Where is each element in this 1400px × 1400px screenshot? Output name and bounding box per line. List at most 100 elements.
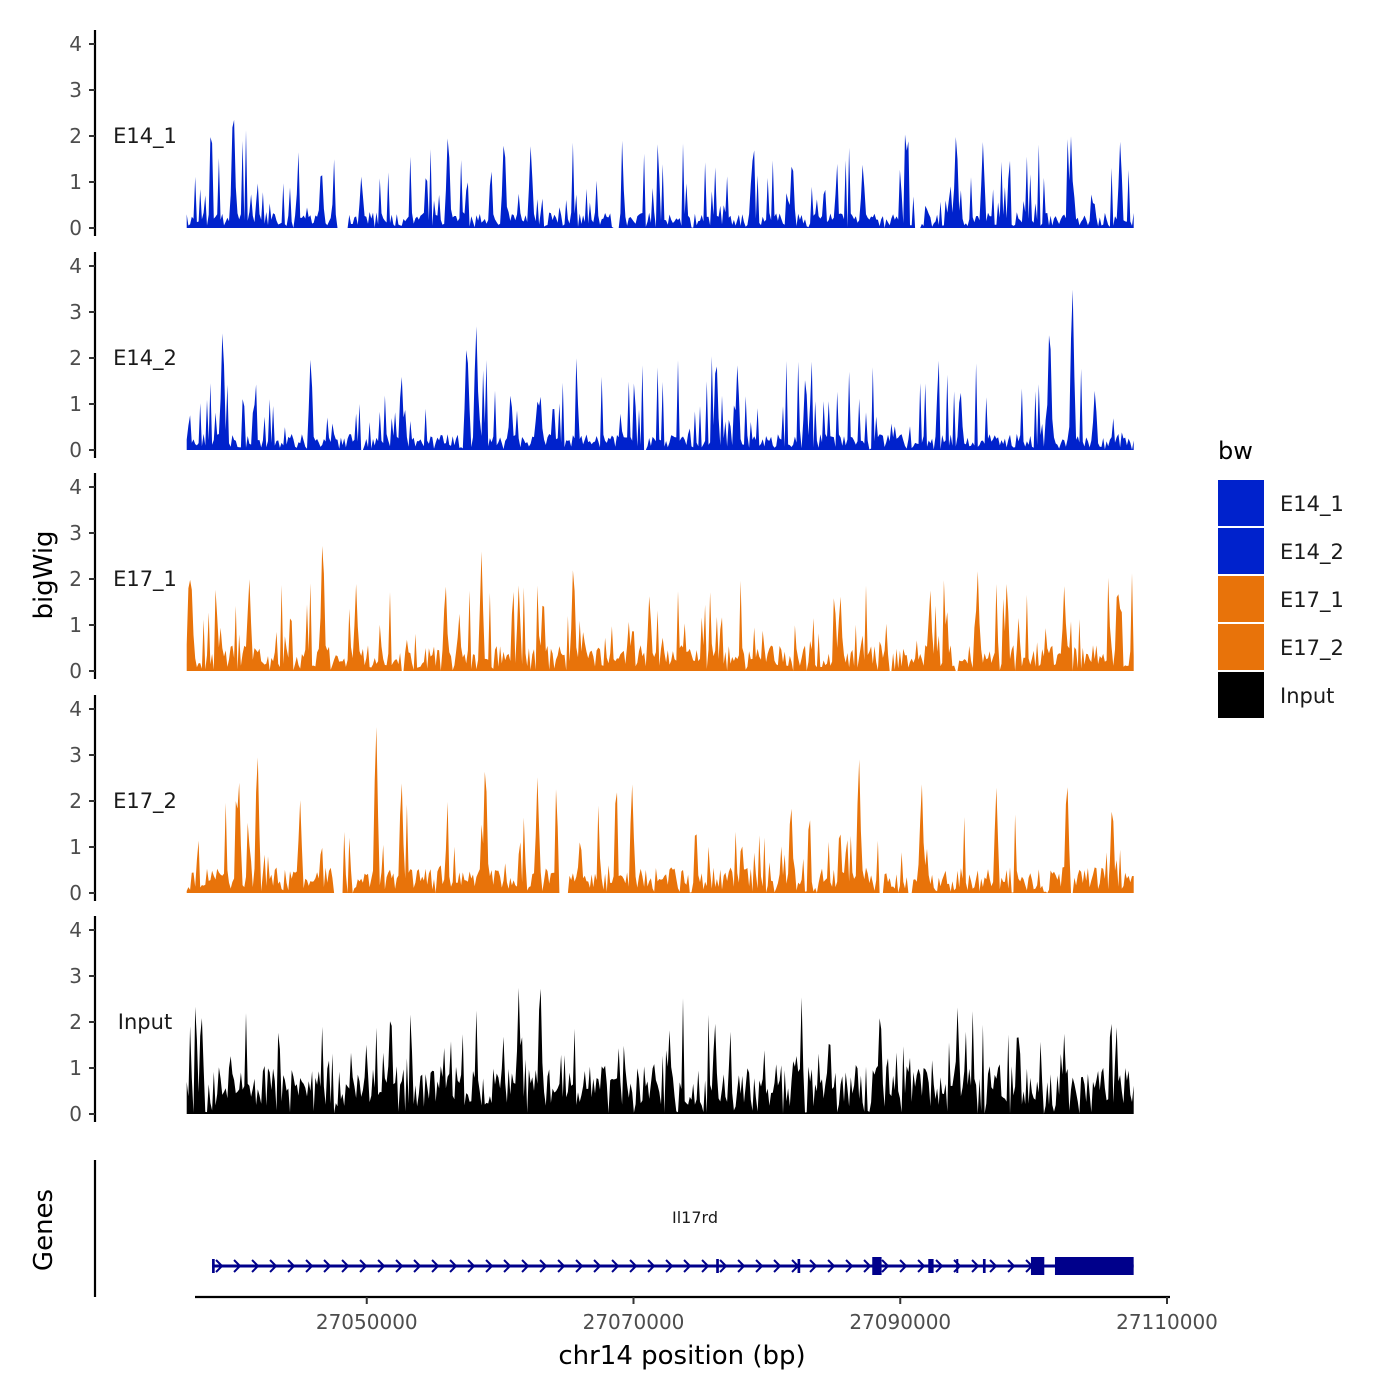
track-label: E14_2 <box>113 346 177 371</box>
strand-arrow <box>215 1259 224 1273</box>
strand-arrow <box>305 1259 314 1273</box>
track-label: E14_1 <box>113 124 177 149</box>
coverage-area <box>186 727 1134 893</box>
legend-swatch <box>1218 528 1264 574</box>
strand-arrow <box>971 1259 980 1273</box>
strand-arrow <box>539 1259 548 1273</box>
genes-axis-title: Genes <box>29 1189 59 1271</box>
coverage-area <box>186 987 1134 1114</box>
strand-arrow <box>593 1259 602 1273</box>
legend-title: bw <box>1218 437 1253 465</box>
coverage-tracks: 0 1 2 3 4 E14_1 0 1 2 3 4 E14_2 0 1 2 3 4 E17_1 0 1 2 3 4 E17_2… <box>69 30 1134 1126</box>
y-tick-label: 1 <box>69 835 82 859</box>
track-Input: 0 1 2 3 4 Input <box>69 916 1134 1126</box>
legend: bw E14_1 E14_2 E17_1 E17_2 Input <box>1218 437 1344 718</box>
strand-arrow <box>899 1259 908 1273</box>
strand-arrow <box>917 1259 926 1273</box>
strand-arrow <box>251 1259 260 1273</box>
gene-name-label: Il17rd <box>672 1208 718 1227</box>
y-tick-label: 2 <box>69 346 82 370</box>
y-tick-label: 1 <box>69 613 82 637</box>
track-label: E17_2 <box>113 789 177 814</box>
strand-arrow <box>809 1259 818 1273</box>
strand-arrow <box>359 1259 368 1273</box>
legend-swatch <box>1218 576 1264 622</box>
strand-arrow <box>953 1259 962 1273</box>
strand-arrow <box>989 1259 998 1273</box>
strand-arrow <box>863 1259 872 1273</box>
coverage-area <box>186 119 1134 228</box>
y-tick-label: 0 <box>69 881 82 905</box>
y-tick-label: 2 <box>69 789 82 813</box>
strand-arrow <box>881 1259 890 1273</box>
gene-exon <box>872 1257 882 1275</box>
strand-arrow <box>377 1259 386 1273</box>
legend-label: E17_2 <box>1280 636 1344 661</box>
coverage-area <box>186 545 1134 671</box>
legend-label: Input <box>1280 684 1334 708</box>
x-tick-label: 27090000 <box>849 1310 951 1334</box>
y-tick-label: 1 <box>69 1056 82 1080</box>
strand-arrow <box>449 1259 458 1273</box>
legend-swatch <box>1218 480 1264 526</box>
y-tick-label: 3 <box>69 300 82 324</box>
gene-exon <box>956 1259 959 1273</box>
gene-exon <box>212 1259 215 1273</box>
strand-arrow <box>629 1259 638 1273</box>
strand-arrow <box>341 1259 350 1273</box>
legend-label: E17_1 <box>1280 588 1344 613</box>
y-axis-title: bigWig <box>29 530 59 619</box>
y-tick-label: 4 <box>69 475 82 499</box>
gene-exon <box>716 1259 719 1273</box>
legend-swatch <box>1218 624 1264 670</box>
gene-exon <box>797 1259 801 1273</box>
strand-arrow <box>611 1259 620 1273</box>
track-E17_2: 0 1 2 3 4 E17_2 <box>69 695 1134 905</box>
y-tick-label: 2 <box>69 1010 82 1034</box>
strand-arrow <box>719 1259 728 1273</box>
strand-arrow <box>737 1259 746 1273</box>
y-tick-label: 3 <box>69 78 82 102</box>
strand-arrow <box>683 1259 692 1273</box>
strand-arrow <box>575 1259 584 1273</box>
strand-arrow <box>287 1259 296 1273</box>
strand-arrow <box>935 1259 944 1273</box>
strand-arrow <box>467 1259 476 1273</box>
y-tick-label: 3 <box>69 964 82 988</box>
strand-arrow <box>557 1259 566 1273</box>
y-tick-label: 0 <box>69 216 82 240</box>
genes-track: Il17rd <box>93 1160 1134 1297</box>
coverage-area <box>186 289 1134 450</box>
y-tick-label: 1 <box>69 170 82 194</box>
strand-arrow <box>773 1259 782 1273</box>
x-tick-label: 27050000 <box>316 1310 418 1334</box>
strand-arrow <box>1007 1259 1016 1273</box>
x-tick-label: 27110000 <box>1116 1310 1218 1334</box>
y-tick-label: 2 <box>69 124 82 148</box>
track-E14_1: 0 1 2 3 4 E14_1 <box>69 30 1134 240</box>
gene-exon <box>1030 1257 1045 1275</box>
track-label: Input <box>118 1010 172 1034</box>
strand-arrow <box>701 1259 710 1273</box>
gene-exon <box>1054 1257 1134 1275</box>
x-tick-label: 27070000 <box>583 1310 685 1334</box>
strand-arrow <box>395 1259 404 1273</box>
strand-arrow <box>269 1259 278 1273</box>
x-axis: 27050000 27070000 27090000 27110000 <box>195 1295 1218 1334</box>
y-tick-label: 0 <box>69 659 82 683</box>
strand-arrow <box>485 1259 494 1273</box>
strand-arrow <box>431 1259 440 1273</box>
strand-arrow <box>755 1259 764 1273</box>
y-tick-label: 3 <box>69 521 82 545</box>
legend-swatch <box>1218 672 1264 718</box>
track-E14_2: 0 1 2 3 4 E14_2 <box>69 252 1134 462</box>
gene-exon <box>982 1259 986 1273</box>
strand-arrow <box>413 1259 422 1273</box>
strand-arrow <box>845 1259 854 1273</box>
legend-label: E14_1 <box>1280 492 1344 517</box>
y-tick-label: 4 <box>69 254 82 278</box>
legend-label: E14_2 <box>1280 540 1344 565</box>
y-tick-label: 0 <box>69 1102 82 1126</box>
strand-arrow <box>521 1259 530 1273</box>
